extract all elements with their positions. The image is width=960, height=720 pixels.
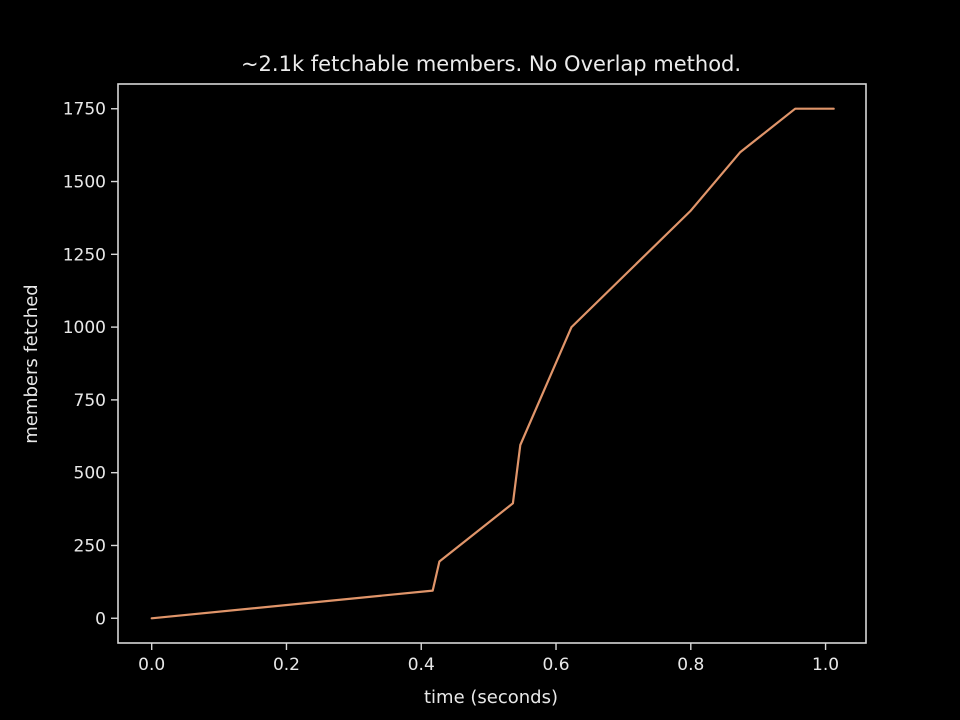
- y-tick-label: 0: [95, 609, 106, 629]
- y-axis-label: members fetched: [21, 284, 42, 443]
- plot-area: 0.0 0.2 0.4 0.6 0.8 1.0 0 250 500 750 1000 1250 1500…: [63, 83, 867, 675]
- x-tick-label: 0.0: [138, 655, 165, 675]
- series-line: [150, 107, 835, 620]
- chart-title: ~2.1k fetchable members. No Overlap meth…: [241, 52, 741, 76]
- x-tick-label: 0.8: [677, 655, 704, 675]
- y-tick-label: 1000: [63, 318, 106, 338]
- y-tick-label: 250: [74, 536, 106, 556]
- y-tick-label: 500: [74, 464, 106, 484]
- axes-frame: [117, 83, 867, 644]
- y-tick-label: 1500: [63, 173, 106, 193]
- x-tick-label: 0.4: [408, 655, 435, 675]
- y-tick-label: 1750: [63, 100, 106, 120]
- x-tick-label: 1.0: [812, 655, 839, 675]
- x-axis-label: time (seconds): [424, 687, 558, 708]
- y-tick-label: 750: [74, 391, 106, 411]
- x-tick-label: 0.6: [542, 655, 569, 675]
- x-tick-label: 0.2: [273, 655, 300, 675]
- y-tick-label: 1250: [63, 245, 106, 265]
